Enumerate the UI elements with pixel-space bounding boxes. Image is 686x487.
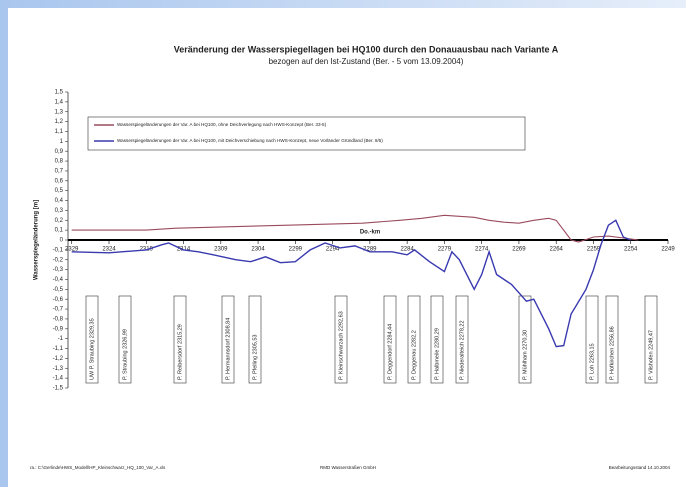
station-box [644, 295, 658, 384]
chart-title: Veränderung der Wasserspiegellagen bei H… [174, 44, 559, 54]
footer-left: ra.: C:\Gerlinde\HWS_Modell\HP_Kleinschw… [30, 465, 166, 470]
station-label: P. Pfelling 2305,53 [252, 335, 258, 380]
x-tick-label: 2269 [512, 247, 526, 253]
y-tick-label: -0,6 [53, 297, 64, 303]
station-label: P. Reibersdorf 2315,29 [177, 324, 183, 380]
legend-label: Wasserspiegeländerungen der Var. A bei H… [117, 122, 327, 127]
x-tick-label: 2279 [438, 247, 452, 253]
x-tick-label: 2274 [475, 247, 489, 253]
station-box [118, 295, 132, 384]
series-line [71, 219, 631, 348]
footer-center: RMD Wasserstraßen GmbH [320, 465, 376, 470]
y-tick-label: 1,3 [55, 109, 64, 115]
station-box [85, 295, 99, 384]
y-tick-label: 0,8 [55, 159, 64, 165]
footer-right: Bearbeitungsstand 14.10.2004 [609, 465, 671, 470]
y-tick-label: 0,6 [55, 178, 64, 184]
legend-label: Wasserspiegeländerungen der Var. A bei H… [117, 138, 383, 143]
y-axis-label: Wasserspiegeländerung [m] [34, 200, 40, 280]
y-tick-label: -1,5 [53, 386, 64, 392]
station-label: P. Halbmeile 2280,29 [434, 328, 440, 380]
station-label: UW P. Straubing 2329,35 [89, 318, 95, 380]
y-tick-label: -1,2 [53, 356, 64, 362]
y-tick-label: -1,4 [53, 376, 64, 382]
y-tick-label: 1,4 [55, 99, 64, 105]
y-tick-label: 1 [60, 139, 64, 145]
station-label: P. Hofkirchen 2256,86 [609, 326, 615, 380]
y-tick-label: -0,2 [53, 257, 64, 263]
y-tick-label: -0,1 [53, 247, 64, 253]
series-line [71, 214, 639, 243]
x-axis-label: Do.-km [360, 230, 380, 236]
y-tick-label: 0,9 [55, 149, 64, 155]
y-tick-label: -0,9 [53, 326, 64, 332]
y-tick-label: 0,2 [55, 218, 64, 224]
y-tick-label: 0,3 [55, 208, 64, 214]
station-box [221, 295, 235, 384]
station-box [455, 295, 469, 384]
x-tick-label: 2299 [289, 247, 303, 253]
x-tick-label: 2329 [65, 247, 79, 253]
y-tick-label: 1,5 [55, 90, 64, 96]
y-tick-label: -1 [58, 336, 64, 342]
x-tick-label: 2259 [587, 247, 601, 253]
y-tick-label: 0,4 [55, 198, 64, 204]
station-label: P. Deggenau 2282,2 [411, 330, 417, 380]
y-tick-label: -1,3 [53, 366, 64, 372]
y-tick-label: 0,5 [55, 188, 64, 194]
station-label: P. Mühlham 2270,30 [522, 330, 528, 380]
x-tick-label: 2324 [102, 247, 116, 253]
station-box [585, 295, 599, 384]
station-box [518, 295, 532, 384]
y-tick-label: 0 [60, 238, 64, 244]
station-label: P. Loh 2263,15 [589, 343, 595, 380]
x-tick-label: 2254 [624, 247, 638, 253]
y-tick-label: 1,1 [55, 129, 64, 135]
chart-subtitle: bezogen auf den Ist-Zustand (Ber. - 5 vo… [269, 57, 464, 66]
station-label: P. Vilshofen 2249,47 [648, 330, 654, 380]
x-tick-label: 2294 [326, 247, 340, 253]
station-box [430, 295, 444, 384]
y-tick-label: -0,3 [53, 267, 64, 273]
station-label: P. Kleinschwarzach 2292,63 [338, 311, 344, 380]
station-label: P. Straubing 2326,99 [122, 329, 128, 380]
station-box [383, 295, 397, 384]
y-tick-label: 0,1 [55, 228, 64, 234]
x-tick-label: 2264 [550, 247, 564, 253]
station-box [334, 295, 348, 384]
y-tick-label: -1,1 [53, 346, 64, 352]
station-box [407, 295, 421, 384]
x-tick-label: 2309 [214, 247, 228, 253]
station-box [605, 295, 619, 384]
station-label: P. Niederalteich 2278,22 [459, 320, 465, 380]
y-tick-label: -0,5 [53, 287, 64, 293]
station-box [248, 295, 262, 384]
legend [87, 116, 526, 151]
x-tick-label: 2304 [251, 247, 265, 253]
y-tick-label: 1,2 [55, 119, 64, 125]
y-tick-label: -0,8 [53, 317, 64, 323]
station-label: P. Hermannsdorf 2308,84 [225, 318, 231, 380]
station-label: P. Deggendorf 2284,44 [387, 324, 393, 380]
y-tick-label: -0,4 [53, 277, 64, 283]
y-tick-label: 0,7 [55, 169, 64, 175]
x-tick-label: 2289 [363, 247, 377, 253]
x-tick-label: 2249 [661, 247, 675, 253]
y-tick-label: -0,7 [53, 307, 64, 313]
station-box [173, 295, 187, 384]
x-tick-label: 2284 [400, 247, 414, 253]
